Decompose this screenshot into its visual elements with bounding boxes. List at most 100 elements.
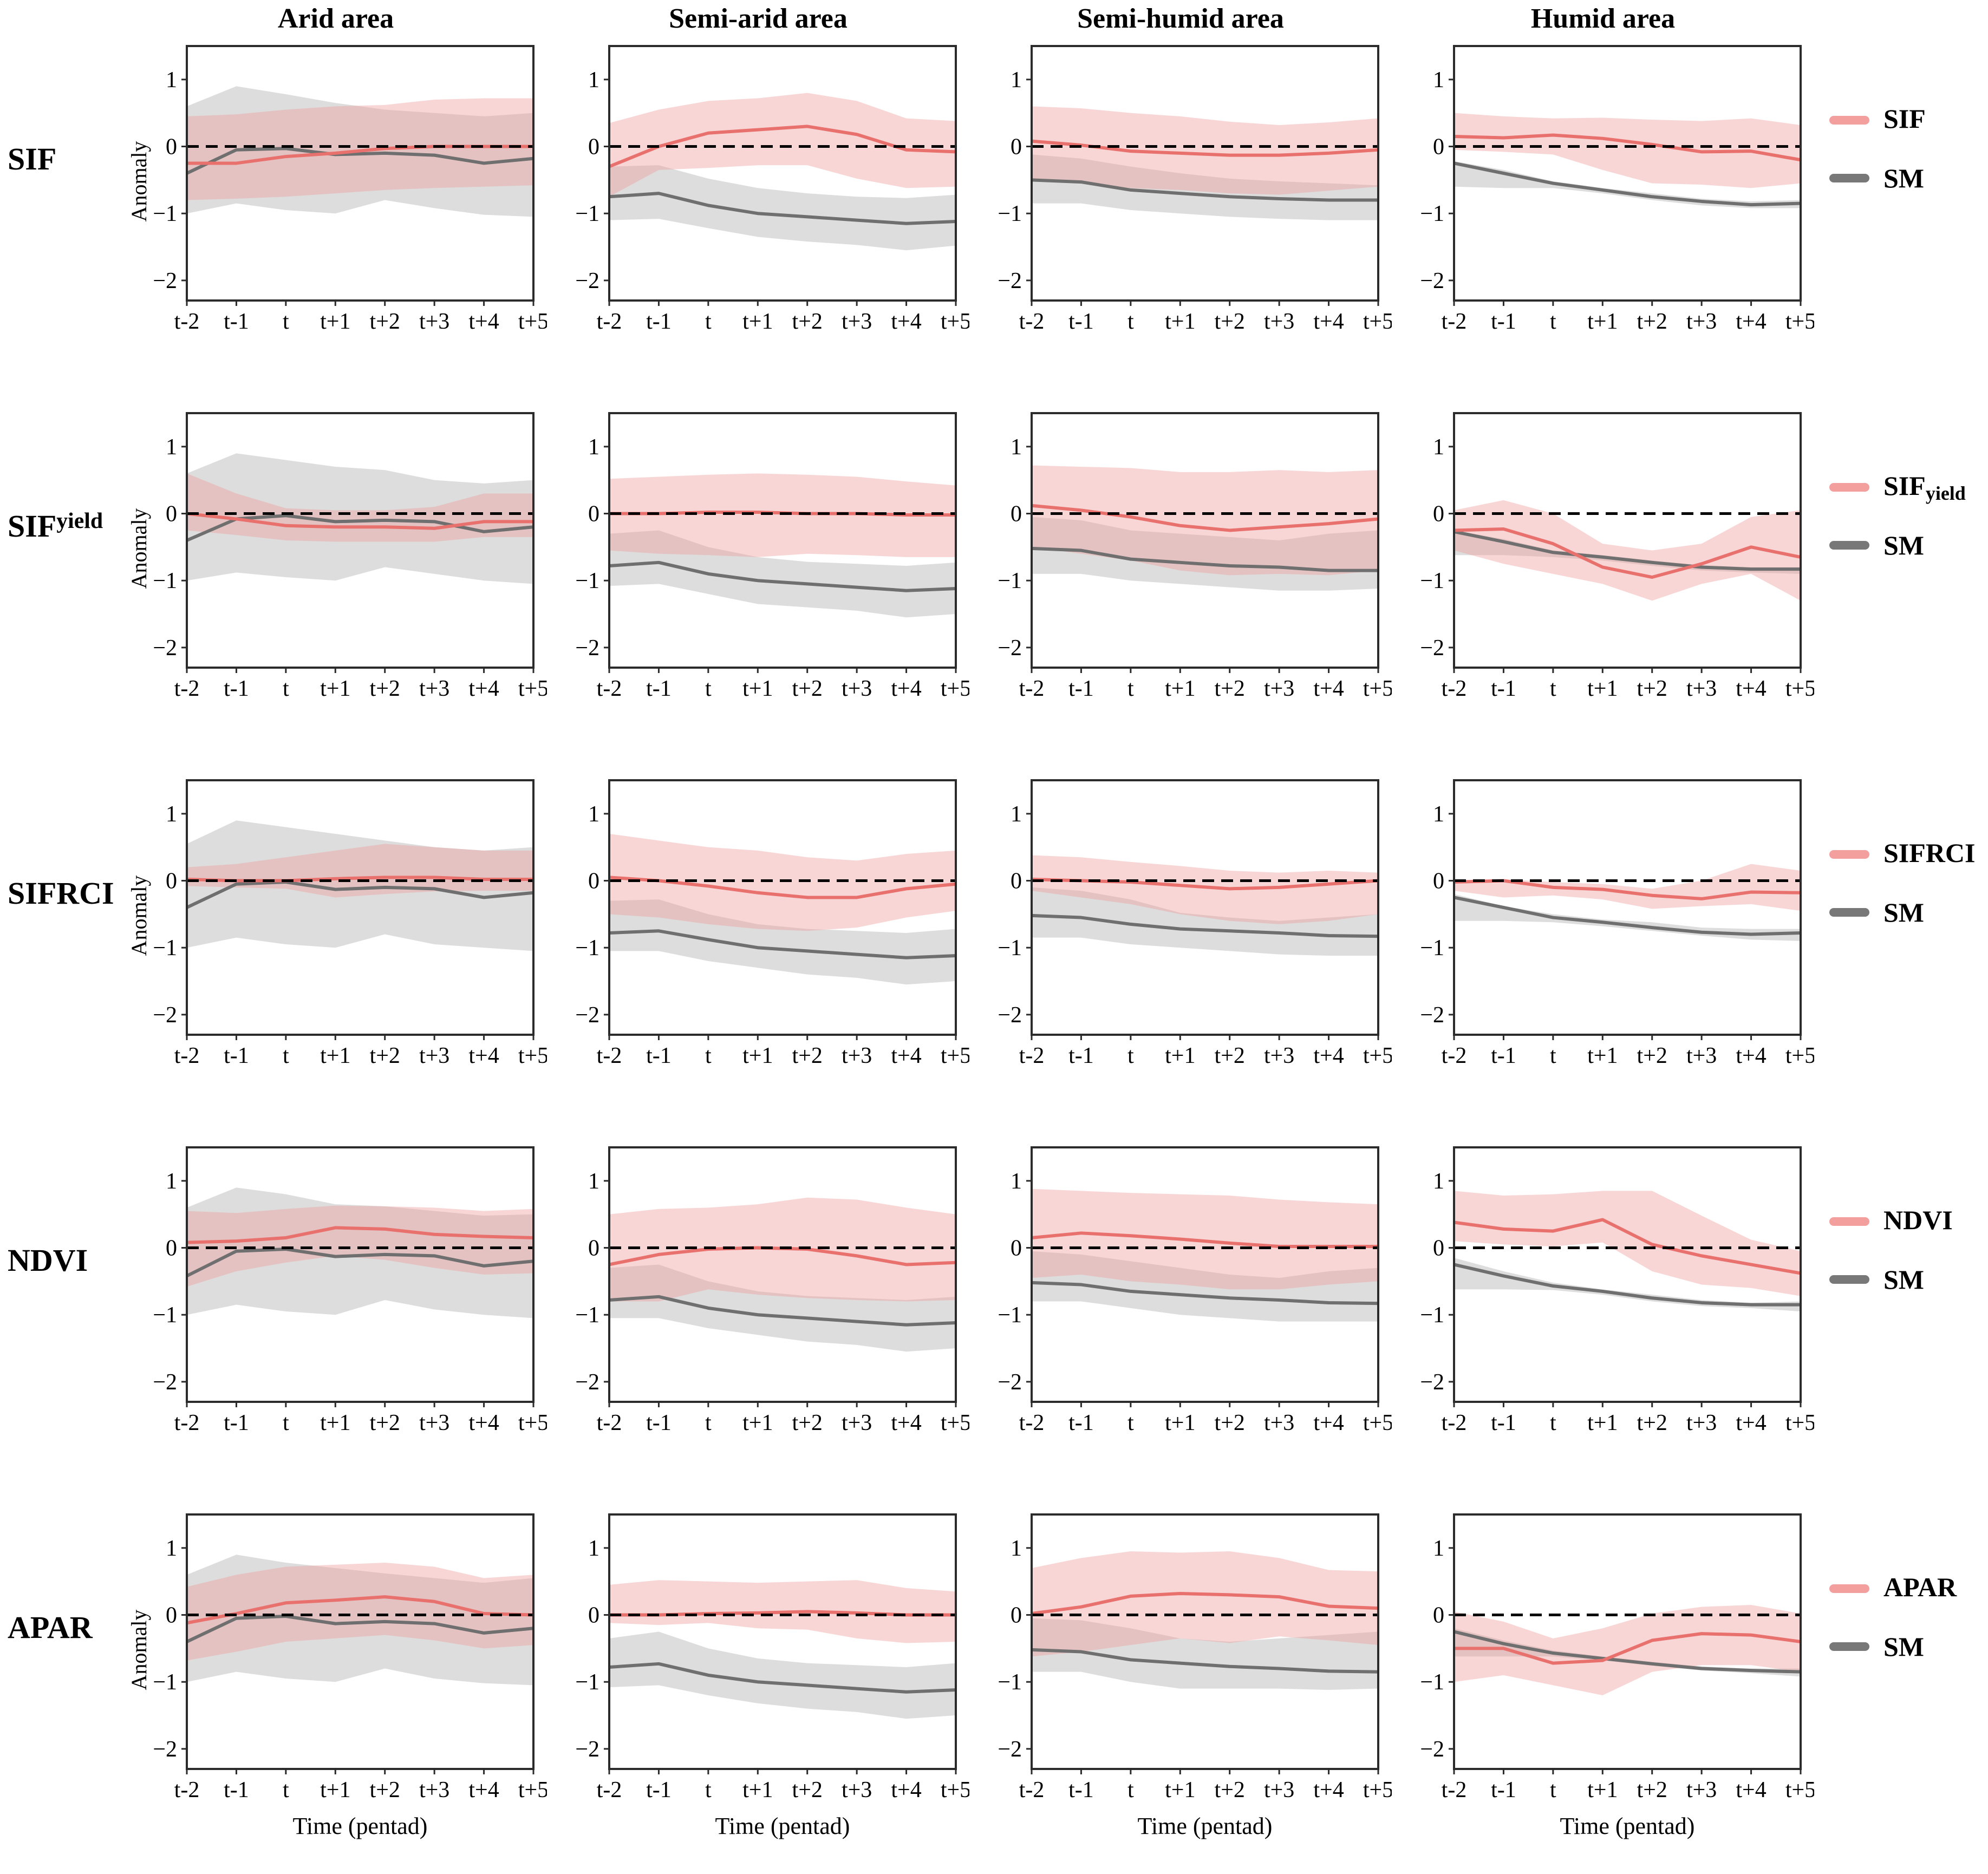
- row-label-sifrci: SIFRCI: [0, 772, 125, 1142]
- x-tick-label: t-1: [646, 676, 672, 701]
- x-tick-label: t+1: [320, 309, 350, 334]
- legend-label: SIF: [1883, 103, 1926, 138]
- sm-line: [1031, 1648, 1379, 1674]
- x-tick-label: t+3: [419, 1411, 449, 1435]
- y-tick-label: −1: [998, 201, 1022, 226]
- y-tick-label: 1: [588, 802, 599, 827]
- plot-frame: [608, 1146, 957, 1403]
- x-tick-label: t: [705, 676, 712, 701]
- x-tick-label: t+3: [1264, 1043, 1294, 1068]
- x-tick-label: t-2: [597, 676, 622, 701]
- y-tick-label: −2: [153, 636, 177, 661]
- x-tick-label: t: [1550, 309, 1556, 334]
- subplot-NDVI-Humid: 1 0 −1 −2 t-2 t-1 t t+1 t+2 t+3 t+4 t+5: [1420, 1146, 1816, 1435]
- legend-label-subscript: yield: [1925, 482, 1966, 504]
- y-tick-label: −1: [575, 1670, 599, 1695]
- x-tick-label: t+4: [891, 309, 921, 334]
- index-line-swatch: [1829, 1584, 1869, 1593]
- x-tick-label: t-2: [1442, 1778, 1467, 1803]
- x-tick-label: t-1: [224, 309, 249, 334]
- subplot-SIFyield-Arid: 1 0 −1 −2 t-2 t-1 t t+1 t+2 t+3 t+4 t+5 Anomaly: [127, 412, 549, 701]
- x-tick-label: t: [283, 1043, 289, 1068]
- row-label-text: SIF: [8, 508, 57, 544]
- x-tick-label: t+4: [1313, 676, 1344, 701]
- x-tick-label: t+1: [1587, 1778, 1618, 1803]
- x-tick-label: t+2: [792, 309, 823, 334]
- y-tick-label: −1: [575, 1303, 599, 1328]
- legend-apar: APAR SM: [1814, 1506, 1988, 1874]
- x-tick-label: t-2: [597, 1411, 622, 1435]
- x-tick-label: t+1: [1165, 676, 1195, 701]
- x-tick-label: t: [1127, 1778, 1134, 1803]
- x-tick-label: t+1: [742, 1411, 773, 1435]
- x-tick-label: t+3: [1264, 1778, 1294, 1803]
- x-tick-label: t-2: [174, 676, 200, 701]
- x-tick-label: t+4: [891, 1043, 921, 1068]
- subplot-cell: 1 0 −1 −2 t-2 t-1 t t+1 t+2 t+3 t+4 t+5: [125, 1139, 549, 1509]
- x-tick-label: t+5: [1363, 1411, 1392, 1435]
- x-axis-label: Time (pentad): [1560, 1813, 1695, 1839]
- subplot-cell: 1 0 −1 −2 t-2 t-1 t t+1 t+2 t+3 t+4 t+5: [547, 405, 971, 775]
- y-tick-label: 1: [166, 435, 177, 460]
- x-tick-label: t+2: [792, 676, 823, 701]
- legend-label: SIFyield: [1883, 470, 1966, 505]
- y-tick-label: 1: [166, 802, 177, 827]
- x-tick-label: t-2: [1019, 676, 1045, 701]
- y-tick-label: 1: [166, 68, 177, 93]
- x-tick-label: t: [283, 1778, 289, 1803]
- subplot-SIFRCI-Semi-humid: 1 0 −1 −2 t-2 t-1 t t+1 t+2 t+3 t+4 t+5: [998, 779, 1393, 1068]
- plot-frame: [608, 412, 957, 669]
- x-tick-label: t+5: [518, 309, 547, 334]
- sm-line: [186, 1615, 534, 1643]
- sm-uncertainty-band: [609, 165, 956, 251]
- legend-entry-index: SIFyield: [1829, 470, 1988, 505]
- y-tick-label: −2: [153, 1370, 177, 1395]
- sm-line: [186, 147, 534, 175]
- chart-row-sifyield: SIF yield 1 0 −1 −2 t-2 t-1 t t+1 t+2 t+3 t+4 t+5 Ano…: [0, 405, 1988, 772]
- x-tick-label: t-1: [646, 1778, 672, 1803]
- x-tick-label: t: [1550, 1411, 1556, 1435]
- sm-line: [1031, 1281, 1379, 1305]
- y-tick-label: 1: [1433, 1536, 1444, 1561]
- plot-frame: [186, 412, 535, 669]
- index-line: [1453, 133, 1801, 162]
- x-tick-label: t+1: [320, 676, 350, 701]
- x-tick-label: t-2: [1019, 1411, 1045, 1435]
- index-line: [186, 512, 533, 530]
- y-tick-label: 1: [1011, 1169, 1022, 1194]
- x-tick-label: t+4: [468, 1411, 499, 1435]
- y-tick-label: 0: [588, 1236, 599, 1261]
- x-tick-label: t: [705, 1778, 712, 1803]
- x-tick-label: t+4: [1736, 1043, 1766, 1068]
- sm-line-swatch: [1829, 908, 1869, 917]
- legend-label-text: SIFRCI: [1883, 838, 1976, 868]
- row-label-text: NDVI: [8, 1243, 88, 1278]
- subplot-SIFyield-Humid: 1 0 −1 −2 t-2 t-1 t t+1 t+2 t+3 t+4 t+5: [1420, 412, 1816, 701]
- x-axis-label: Time (pentad): [1138, 1813, 1273, 1839]
- y-tick-label: 0: [1433, 502, 1444, 527]
- column-title-semi-arid: Semi-arid area: [669, 3, 848, 34]
- sm-line: [1453, 161, 1801, 207]
- x-tick-label: t+3: [1686, 1043, 1717, 1068]
- index-line-swatch: [1829, 1217, 1869, 1226]
- plot-frame: [186, 45, 535, 302]
- x-tick-label: t-2: [174, 1778, 200, 1803]
- y-tick-label: −1: [1420, 569, 1444, 593]
- x-tick-label: t+2: [792, 1411, 823, 1435]
- sm-uncertainty-band: [187, 1187, 533, 1318]
- x-tick-label: t+4: [468, 676, 499, 701]
- sm-line: [1453, 896, 1801, 936]
- sm-line: [186, 880, 534, 909]
- index-line: [1453, 1218, 1801, 1275]
- sm-uncertainty-band: [609, 530, 956, 618]
- subplot-SIF-Semi-arid: 1 0 −1 −2 t-2 t-1 t t+1 t+2 t+3 t+4 t+5: [575, 45, 971, 334]
- column-title-humid: Humid area: [1530, 3, 1676, 34]
- subplot-cell: 1 0 −1 −2 t-2 t-1 t t+1 t+2 t+3 t+4 t+5 Anomaly: [125, 38, 549, 408]
- y-tick-label: −2: [575, 1737, 599, 1762]
- legend-label: SM: [1883, 1631, 1924, 1662]
- y-tick-label: 0: [588, 869, 599, 894]
- x-tick-label: t+3: [842, 676, 872, 701]
- y-tick-label: 1: [1011, 802, 1022, 827]
- y-tick-label: −1: [575, 936, 599, 961]
- legend-label: NDVI: [1883, 1204, 1953, 1239]
